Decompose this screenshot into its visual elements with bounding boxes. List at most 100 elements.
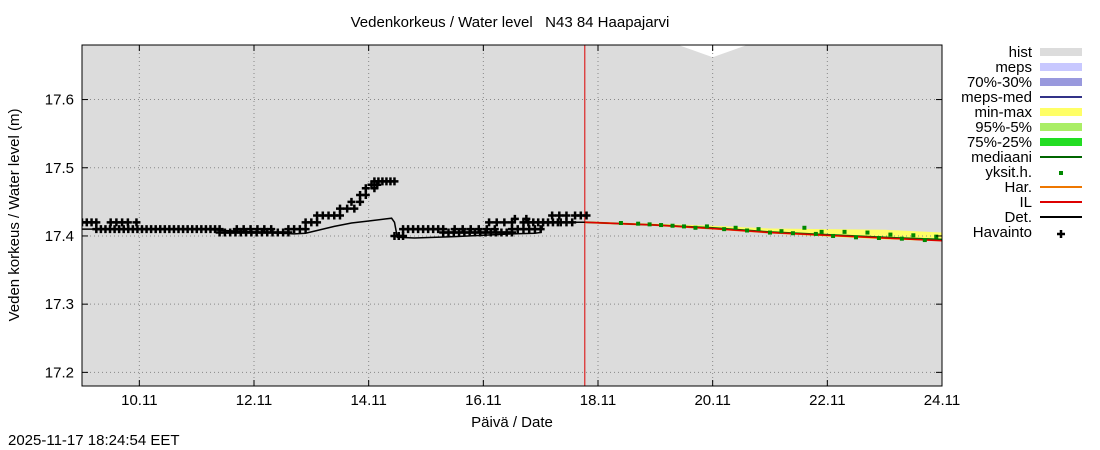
observation-point bbox=[132, 218, 141, 227]
observation-point bbox=[343, 204, 352, 213]
x-tick-label: 12.11 bbox=[236, 392, 272, 409]
observation-point bbox=[399, 231, 408, 240]
legend: histmeps70%-30%meps-medmin-max95%-5%75%-… bbox=[961, 44, 1082, 241]
observation-point bbox=[361, 191, 370, 200]
legend-label: meps-med bbox=[961, 89, 1032, 106]
observation-point bbox=[490, 225, 499, 234]
axes: 10.11 12.11 14.11 16.11 18.11 20.11 22.11 24.11… bbox=[45, 45, 960, 409]
chart-title: Vedenkorkeus / Water level N43 84 Haapaj… bbox=[351, 14, 670, 31]
band-series bbox=[82, 45, 942, 386]
observation-point bbox=[485, 218, 494, 227]
yksit-point bbox=[618, 221, 623, 226]
yksit-point bbox=[756, 227, 761, 232]
yksit-point bbox=[888, 232, 893, 237]
legend-label: min-max bbox=[974, 104, 1032, 121]
yksit-point bbox=[636, 221, 641, 226]
yksit-point bbox=[779, 229, 784, 234]
observation-point bbox=[390, 177, 399, 186]
yksit-point bbox=[647, 222, 652, 227]
legend-swatch bbox=[1057, 230, 1065, 238]
x-tick-label: 20.11 bbox=[694, 392, 730, 409]
x-tick-label: 14.11 bbox=[350, 392, 386, 409]
observation-point bbox=[336, 204, 344, 213]
observation-point bbox=[123, 218, 132, 227]
observation-point bbox=[536, 225, 545, 234]
observation-point bbox=[482, 225, 491, 234]
y-tick-label: 17.3 bbox=[45, 296, 74, 313]
observation-point bbox=[253, 225, 262, 234]
yksit-point bbox=[682, 224, 686, 229]
legend-label: 95%-5% bbox=[975, 119, 1032, 136]
yksit-point bbox=[704, 224, 709, 229]
legend-label: Det. bbox=[1004, 209, 1032, 226]
x-axis-label: Päivä / Date bbox=[471, 414, 553, 431]
observation-point bbox=[555, 211, 564, 220]
x-tick-label: 18.11 bbox=[580, 392, 616, 409]
yksit-point bbox=[670, 223, 675, 228]
yksit-point bbox=[733, 225, 738, 230]
x-tick-label: 24.11 bbox=[924, 392, 960, 409]
observation-point bbox=[260, 225, 269, 234]
observation-point bbox=[301, 225, 310, 234]
observation-point bbox=[232, 225, 241, 234]
legend-label: mediaani bbox=[971, 149, 1032, 166]
yksit-point bbox=[790, 231, 795, 236]
observation-point bbox=[466, 225, 475, 234]
x-tick-label: 10.11 bbox=[121, 392, 157, 409]
timestamp: 2025-11-17 18:24:54 EET bbox=[8, 432, 180, 449]
observation-point bbox=[239, 225, 248, 234]
observation-point bbox=[458, 225, 467, 234]
yksit-point bbox=[831, 233, 836, 238]
legend-label: 75%-25% bbox=[967, 134, 1032, 151]
band-hist bbox=[82, 45, 942, 386]
observation-point bbox=[500, 218, 509, 227]
grid-lines bbox=[82, 45, 942, 386]
yksit-point bbox=[922, 238, 927, 243]
legend-label: Har. bbox=[1004, 179, 1032, 196]
legend-swatch bbox=[1040, 108, 1082, 116]
legend-label: hist bbox=[1009, 44, 1033, 61]
observation-point bbox=[350, 204, 359, 213]
plot-border bbox=[81, 44, 943, 387]
legend-label: yksit.h. bbox=[985, 164, 1032, 181]
observation-point bbox=[474, 225, 483, 234]
legend-swatch bbox=[1040, 138, 1082, 146]
x-tick-label: 16.11 bbox=[465, 392, 501, 409]
yksit-point bbox=[802, 225, 807, 230]
yksit-point bbox=[854, 235, 858, 240]
yksit-point bbox=[722, 227, 727, 232]
observation-point bbox=[361, 184, 370, 193]
yksit-point bbox=[865, 230, 870, 235]
yksit-point bbox=[819, 229, 824, 234]
observation-point bbox=[562, 211, 571, 220]
legend-swatch bbox=[1040, 48, 1082, 56]
legend-swatch bbox=[1040, 63, 1082, 71]
yksit-point bbox=[659, 223, 664, 228]
y-axis-label: Veden korkeus / Water level (m) bbox=[6, 109, 23, 322]
observation-point bbox=[336, 211, 344, 220]
legend-label: meps bbox=[995, 59, 1032, 76]
observation-point bbox=[568, 218, 577, 227]
y-tick-label: 17.5 bbox=[45, 160, 74, 177]
observation-point bbox=[582, 211, 591, 220]
yksit-point bbox=[693, 225, 698, 230]
yksit-point bbox=[911, 233, 916, 238]
legend-swatch bbox=[1040, 123, 1082, 131]
yksit-point bbox=[934, 234, 939, 239]
observation-point bbox=[356, 197, 365, 206]
y-tick-label: 17.4 bbox=[45, 228, 74, 245]
yksit-point bbox=[876, 236, 881, 241]
y-tick-label: 17.2 bbox=[45, 364, 74, 381]
observation-series bbox=[82, 177, 939, 243]
legend-swatch bbox=[1040, 78, 1082, 86]
yksit-point bbox=[899, 236, 904, 241]
observation-point bbox=[246, 225, 255, 234]
yksit-point bbox=[768, 230, 772, 235]
observation-point bbox=[347, 197, 356, 206]
observation-point bbox=[492, 218, 501, 227]
legend-label: Havainto bbox=[973, 224, 1032, 241]
legend-swatch bbox=[1059, 171, 1063, 175]
x-tick-label: 22.11 bbox=[809, 392, 845, 409]
observation-point bbox=[450, 225, 459, 234]
